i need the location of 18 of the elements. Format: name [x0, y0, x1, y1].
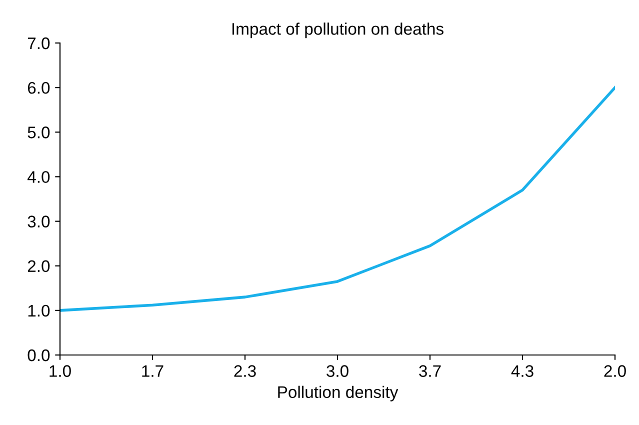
- x-tick-label: 2.3: [234, 365, 256, 377]
- y-tick-label: 3.0: [28, 216, 50, 228]
- y-tick-label: 0.0: [28, 349, 50, 362]
- x-tick-label: 1.7: [142, 365, 164, 377]
- x-tick-label: 4.3: [511, 365, 534, 377]
- x-axis-title: Pollution density: [278, 386, 398, 402]
- y-tick-label: 6.0: [28, 82, 50, 94]
- y-tick-label: 5.0: [28, 126, 50, 138]
- y-tick-label: 7.0: [28, 37, 50, 50]
- y-tick-label: 1.0: [28, 304, 50, 317]
- x-tick-label: 1.0: [50, 365, 71, 377]
- y-tick-label: 2.0: [28, 260, 50, 272]
- chart-title: Impact of pollution on deaths: [232, 22, 444, 38]
- x-tick-label: 3.7: [419, 365, 441, 377]
- line-series: [60, 86, 615, 312]
- x-tick-label: 3.0: [326, 365, 348, 377]
- y-tick-label: 4.0: [27, 171, 50, 183]
- x-tick-label: 2.0: [604, 365, 626, 377]
